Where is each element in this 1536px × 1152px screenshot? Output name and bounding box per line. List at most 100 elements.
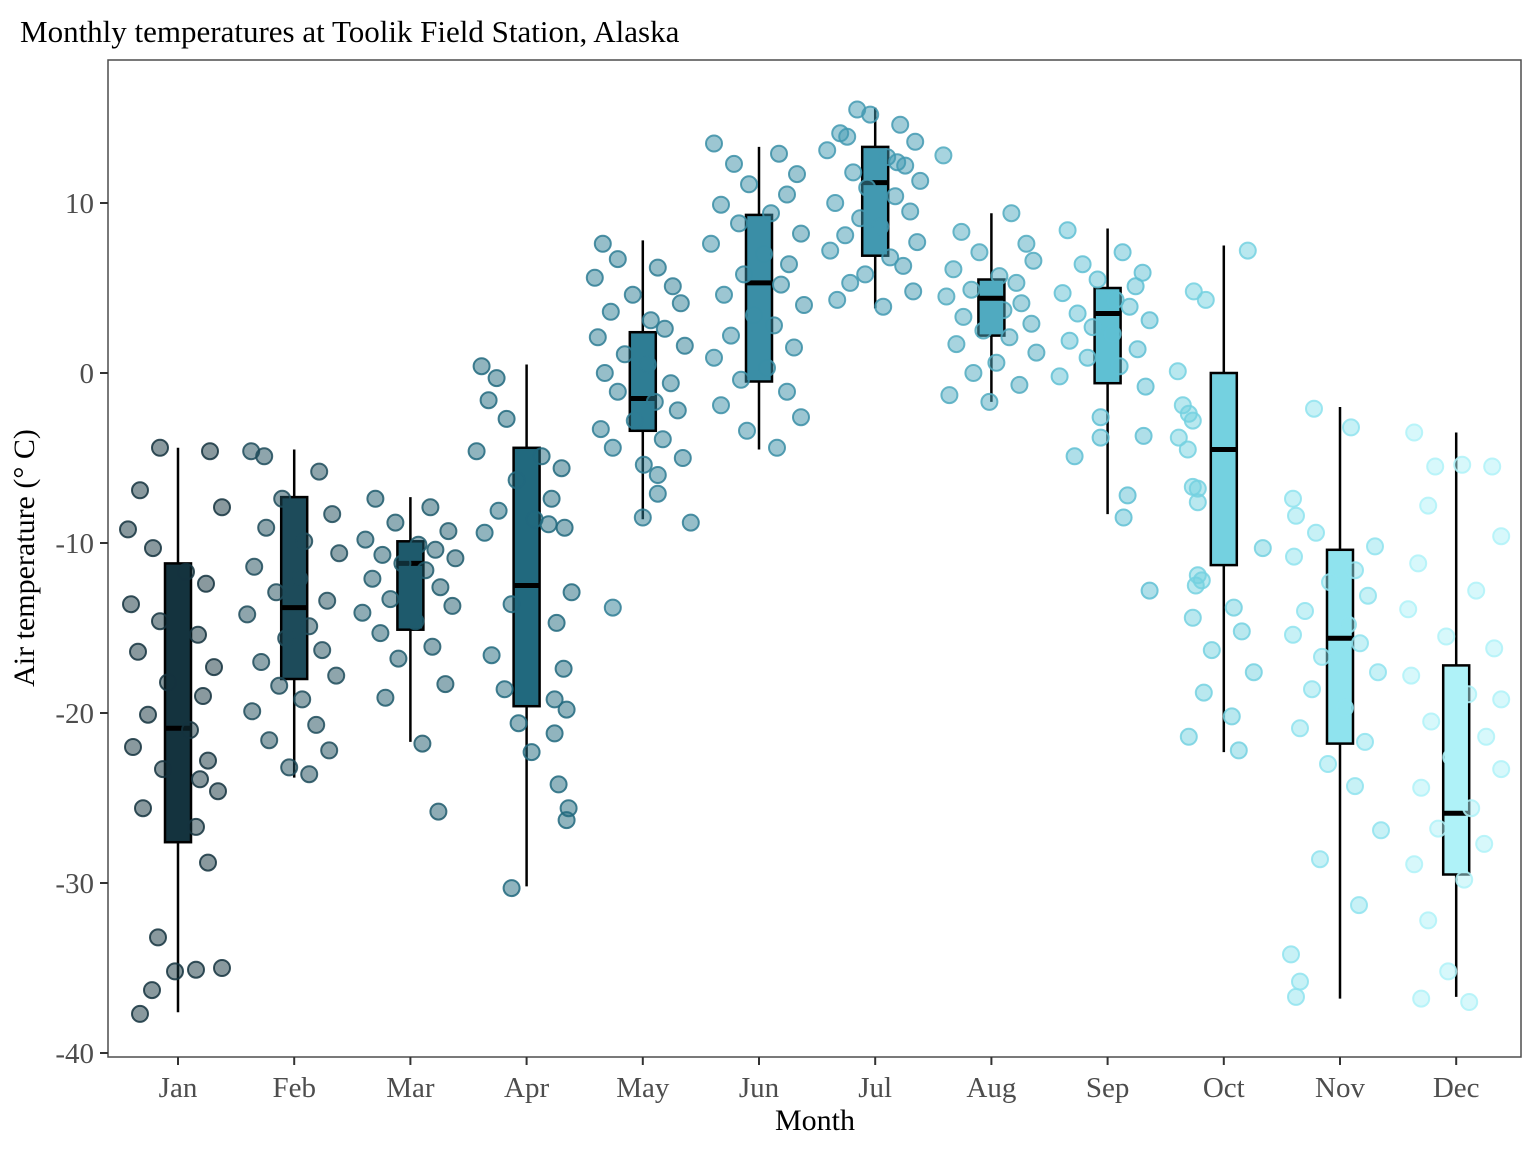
jitter-point xyxy=(213,498,231,517)
jitter-point xyxy=(1366,537,1384,556)
jitter-point xyxy=(1253,539,1272,558)
jitter-point xyxy=(661,374,680,393)
jitter-point xyxy=(318,591,337,610)
jitter-point xyxy=(1168,362,1187,381)
jitter-point xyxy=(648,466,667,484)
jitter-point xyxy=(1058,221,1077,240)
jitter-point xyxy=(663,277,682,296)
jitter-point xyxy=(1492,760,1511,779)
jitter-point xyxy=(894,256,913,275)
jitter-point xyxy=(1222,707,1241,726)
jitter-point xyxy=(1287,987,1305,1006)
jitter-point xyxy=(423,637,442,656)
jitter-point xyxy=(1113,243,1132,262)
jitter-point xyxy=(1346,777,1364,796)
jitter-point xyxy=(1110,357,1129,376)
jitter-point xyxy=(1183,608,1202,627)
jitter-point xyxy=(668,401,687,420)
box-Apr xyxy=(512,446,541,708)
jitter-point xyxy=(818,141,837,160)
jitter-point xyxy=(858,178,877,197)
x-tick-label: Jun xyxy=(739,1072,780,1104)
jitter-point xyxy=(1017,234,1036,253)
jitter-point xyxy=(554,659,573,678)
x-tick-label: Dec xyxy=(1433,1072,1480,1104)
jitter-point xyxy=(780,255,798,274)
jitter-point xyxy=(1224,598,1243,617)
jitter-point xyxy=(431,578,450,597)
jitter-point xyxy=(954,307,973,326)
jitter-point xyxy=(1126,277,1145,296)
jitter-point xyxy=(1356,732,1374,751)
jitter-point xyxy=(1303,680,1321,699)
jitter-point xyxy=(1053,284,1072,303)
jitter-point xyxy=(1350,896,1368,915)
jitter-point xyxy=(940,386,959,405)
jitter-point xyxy=(557,811,576,830)
jitter-point xyxy=(475,523,494,542)
jitter-point xyxy=(429,802,448,821)
x-tick-label: May xyxy=(616,1072,670,1104)
jitter-point xyxy=(381,590,400,609)
jitter-point xyxy=(785,338,803,357)
x-tick-label: Jul xyxy=(858,1072,892,1104)
jitter-point xyxy=(562,583,581,602)
jitter-point xyxy=(555,518,574,537)
jitter-point xyxy=(1188,493,1207,512)
jitter-point xyxy=(1492,690,1511,709)
jitter-point xyxy=(795,296,813,314)
jitter-point xyxy=(1412,989,1431,1008)
jitter-point xyxy=(205,658,223,677)
jitter-point xyxy=(1369,663,1387,682)
jitter-point xyxy=(980,392,999,411)
jitter-point xyxy=(495,680,514,699)
jitter-point xyxy=(557,700,576,719)
jitter-point xyxy=(479,391,498,410)
jitter-point xyxy=(260,731,279,750)
jitter-point xyxy=(828,290,847,309)
jitter-point xyxy=(139,705,157,724)
jitter-point xyxy=(129,642,147,661)
jitter-point xyxy=(908,233,927,252)
jitter-point xyxy=(1453,455,1472,474)
y-tick-label: -40 xyxy=(55,1038,94,1070)
jitter-point xyxy=(177,562,195,581)
jitter-point xyxy=(874,297,893,316)
jitter-point xyxy=(615,345,634,364)
panel-border xyxy=(107,59,1522,1058)
jitter-point xyxy=(199,751,217,770)
jitter-point xyxy=(194,687,212,705)
jitter-point xyxy=(836,226,855,245)
jitter-point xyxy=(124,738,142,756)
jitter-point xyxy=(1321,573,1339,592)
x-tick-label: Apr xyxy=(504,1072,549,1104)
jitter-point xyxy=(539,515,558,534)
jitter-point xyxy=(1073,255,1092,274)
x-tick-label: Aug xyxy=(966,1072,1016,1104)
jitter-point xyxy=(962,280,981,299)
jitter-point xyxy=(1426,457,1445,476)
jitter-point xyxy=(1027,343,1046,362)
jitter-point xyxy=(1459,685,1478,704)
jitter-point xyxy=(1012,294,1031,313)
jitter-point xyxy=(295,532,314,551)
jitter-point xyxy=(1346,561,1364,580)
jitter-point xyxy=(881,248,900,267)
jitter-point xyxy=(439,522,458,541)
jitter-point xyxy=(270,676,289,695)
jitter-point xyxy=(413,734,432,753)
jitter-point xyxy=(293,690,312,709)
jitter-point xyxy=(601,302,620,321)
jitter-point xyxy=(502,879,521,898)
jitter-point xyxy=(197,574,215,593)
jitter-point xyxy=(821,241,840,260)
jitter-point xyxy=(673,449,692,467)
y-tick-label: 10 xyxy=(65,188,94,220)
jitter-point xyxy=(1439,962,1458,981)
jitter-point xyxy=(634,455,653,474)
jitter-point xyxy=(638,355,657,374)
jitter-point xyxy=(353,603,372,622)
jitter-point xyxy=(187,817,205,836)
jitter-point xyxy=(131,1004,149,1023)
jitter-point xyxy=(181,721,199,739)
